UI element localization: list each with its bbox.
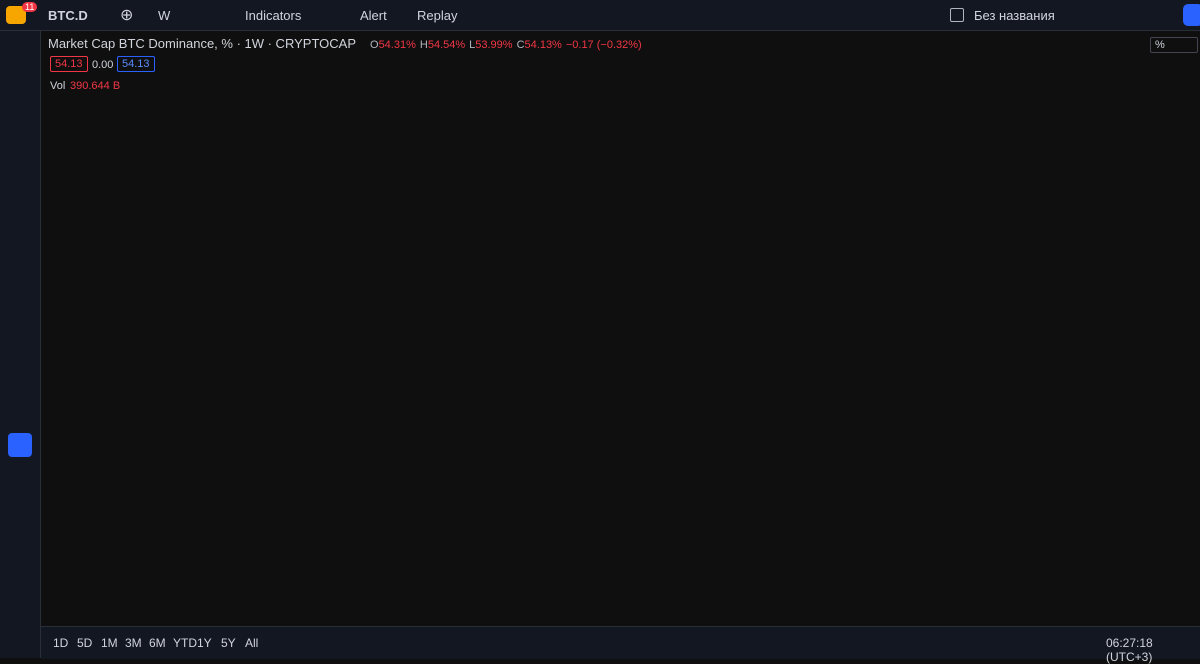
bottom-toolbar: 06:27:18 (UTC+3) 1D 5D 1M 3M 6M YTD 1Y 5Y All	[41, 626, 1200, 664]
checkbox[interactable]	[950, 8, 964, 22]
ohlc-value: 54.31%	[378, 39, 416, 51]
ohlc-value: 53.99%	[475, 39, 513, 51]
alert[interactable]: Alert	[360, 8, 387, 23]
range-button[interactable]: 3M	[125, 636, 142, 650]
symbol[interactable]: BTC.D	[48, 8, 88, 23]
vol-value: 390.644 B	[70, 80, 121, 92]
range-button[interactable]: 5D	[77, 636, 93, 650]
ohlc-key: H	[419, 39, 428, 51]
layout-name[interactable]: Без названия	[974, 8, 1055, 23]
range-button[interactable]: 1Y	[197, 636, 212, 650]
badge: 11	[22, 2, 38, 12]
clock: 06:27:18 (UTC+3)	[1106, 636, 1153, 664]
range-button[interactable]: 6M	[149, 636, 166, 650]
buy[interactable]: 54.13	[117, 56, 155, 72]
ohlc: O54.31% H54.54% L53.99% C54.13% −0.17 (−0.32…	[370, 39, 642, 51]
vol-label: Vol	[50, 80, 66, 92]
legend: Market Cap BTC Dominance, % · 1W · CRYPT…	[48, 36, 642, 51]
ohlc-key: O	[370, 39, 379, 51]
range-button[interactable]: All	[245, 636, 259, 650]
replay[interactable]: Replay	[417, 8, 458, 23]
ohlc-key: C	[516, 39, 525, 51]
link-tool[interactable]	[8, 433, 32, 457]
logo[interactable]	[6, 6, 26, 24]
range-button[interactable]: 5Y	[221, 636, 236, 650]
spread: 0.00	[92, 59, 114, 71]
ohlc-key: L	[469, 39, 476, 51]
interval[interactable]: W	[158, 8, 171, 23]
ohlc-value: 54.13%	[524, 39, 562, 51]
change: −0.17 (−0.32%)	[565, 39, 642, 51]
title: Market Cap BTC Dominance, % · 1W · CRYPT…	[48, 36, 356, 51]
range-button[interactable]: 1D	[53, 636, 69, 650]
indicators[interactable]: Indicators	[245, 8, 302, 23]
drawing-toolbar	[0, 31, 41, 658]
range-button[interactable]: YTD	[173, 636, 197, 650]
chart: −10.00%0.00%10.00%20.00%30.00%40.00%50.0…	[41, 31, 1200, 626]
range-button[interactable]: 1M	[101, 636, 118, 650]
ohlc-value: 54.54%	[427, 39, 466, 51]
profile[interactable]	[1183, 4, 1200, 26]
add-symbol[interactable]: ⊕	[120, 7, 134, 24]
top-toolbar: 11 BTC.D ⊕ W Indicators Alert Replay Без…	[0, 0, 1200, 31]
scale-mode[interactable]: %	[1150, 37, 1198, 53]
sell[interactable]: 54.13	[50, 56, 88, 72]
